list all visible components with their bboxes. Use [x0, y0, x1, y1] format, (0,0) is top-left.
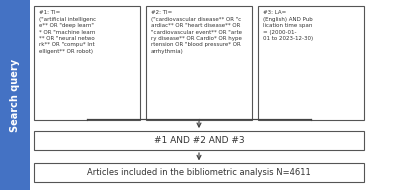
FancyBboxPatch shape: [258, 6, 364, 120]
Text: #3: LA=
(English) AND Pub
lication time span
= (2000-01-
01 to 2023-12-30): #3: LA= (English) AND Pub lication time …: [263, 10, 313, 41]
Text: #1: TI=
("artificial intelligenc
e** OR "deep learn"
* OR "machine learn
** OR ": #1: TI= ("artificial intelligenc e** OR …: [39, 10, 96, 54]
FancyBboxPatch shape: [0, 0, 30, 190]
Text: #1 AND #2 AND #3: #1 AND #2 AND #3: [154, 136, 244, 145]
Text: Articles included in the bibliometric analysis N=4611: Articles included in the bibliometric an…: [87, 168, 311, 177]
FancyBboxPatch shape: [34, 6, 140, 120]
FancyBboxPatch shape: [34, 131, 364, 150]
FancyBboxPatch shape: [146, 6, 252, 120]
Text: #2: TI=
("cardiovascular disease** OR "c
ardiac** OR "heart disease** OR
"cardio: #2: TI= ("cardiovascular disease** OR "c…: [151, 10, 242, 54]
Text: Search query: Search query: [10, 59, 20, 131]
FancyBboxPatch shape: [34, 163, 364, 182]
